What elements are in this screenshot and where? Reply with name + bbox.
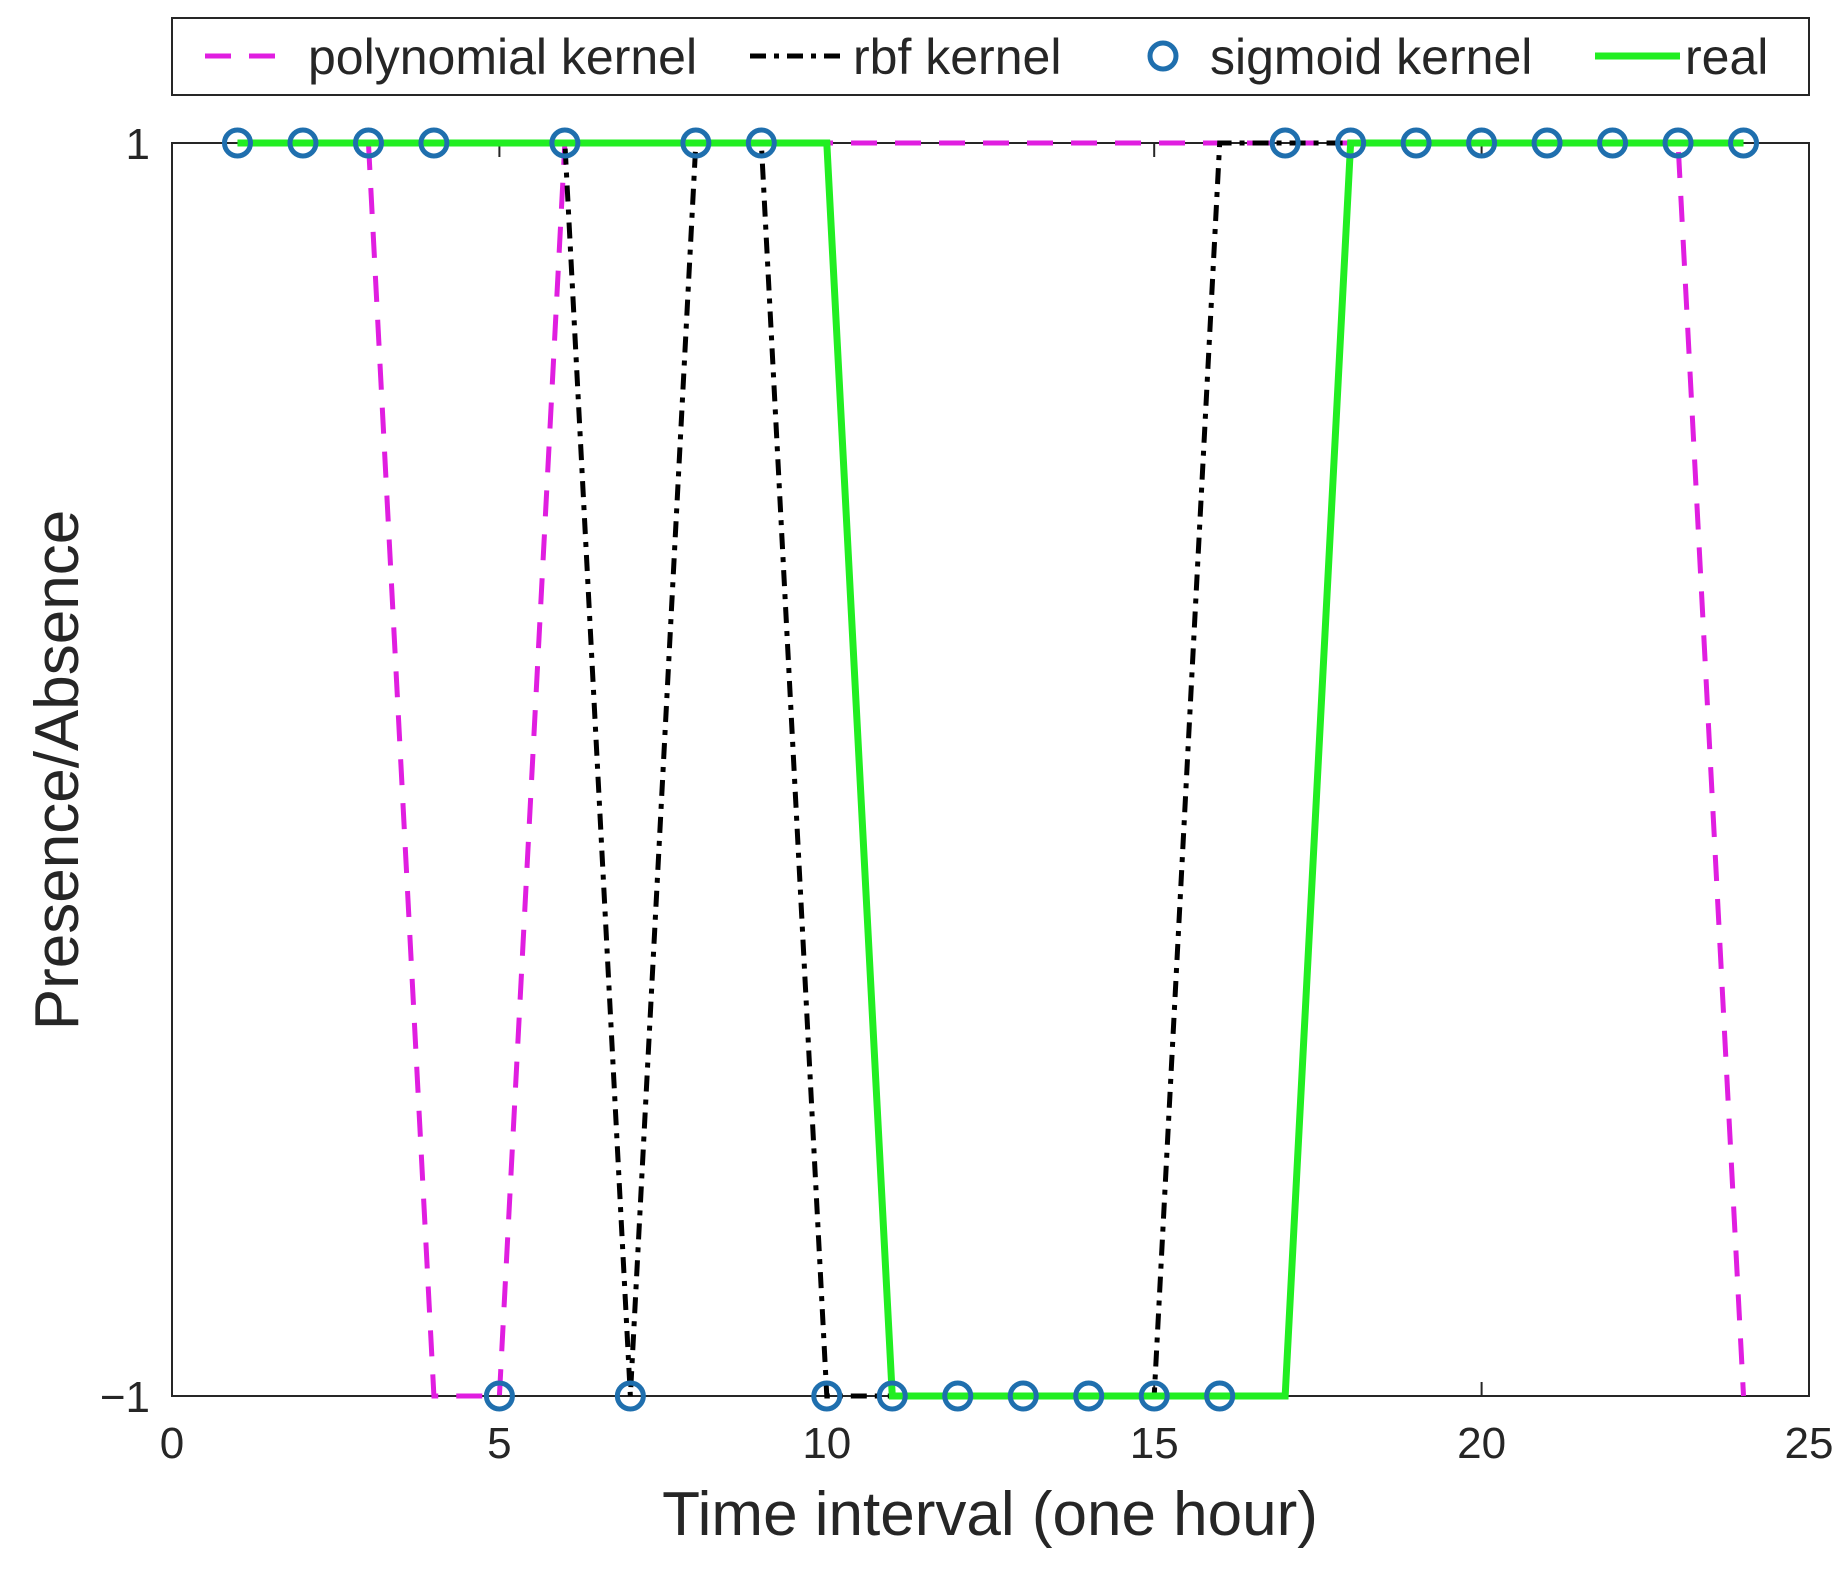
- x-tick-label: 0: [160, 1419, 184, 1468]
- sigmoid-point: [680, 127, 712, 159]
- sigmoid-point: [811, 1380, 843, 1412]
- sigmoid-point: [1400, 127, 1432, 159]
- legend-box: [171, 17, 1810, 96]
- x-tick-label: 5: [487, 1419, 511, 1468]
- sigmoid-point: [614, 1380, 646, 1412]
- plot-area: [171, 127, 1810, 1412]
- legend-swatch: [1147, 40, 1179, 72]
- y-axis-label: Presence/Absence: [23, 510, 92, 1030]
- sigmoid-point: [1597, 127, 1629, 159]
- legend-label: sigmoid kernel: [1210, 29, 1532, 85]
- sigmoid-point: [287, 127, 319, 159]
- plot-frame: [171, 142, 1810, 1397]
- series-sigmoid-kernel: [221, 127, 1760, 1412]
- y-tick-labels: −1 1: [100, 120, 150, 1422]
- sigmoid-point: [1204, 1380, 1236, 1412]
- sigmoid-point: [1728, 127, 1760, 159]
- sigmoid-point: [1269, 127, 1301, 159]
- legend-label: rbf kernel: [853, 29, 1061, 85]
- sigmoid-point: [1138, 1380, 1170, 1412]
- legend-item: sigmoid kernel: [1147, 29, 1532, 85]
- sigmoid-point: [549, 127, 581, 159]
- sigmoid-point: [942, 1380, 974, 1412]
- y-tick-label: −1: [100, 1373, 150, 1422]
- legend-item: rbf kernel: [750, 29, 1061, 85]
- sigmoid-point: [1466, 127, 1498, 159]
- x-axis-label: Time interval (one hour): [662, 1480, 1318, 1549]
- legend-label: polynomial kernel: [308, 29, 697, 85]
- x-tick-label: 10: [802, 1419, 851, 1468]
- legend-label: real: [1685, 29, 1768, 85]
- sigmoid-point: [1073, 1380, 1105, 1412]
- sigmoid-point: [1007, 1380, 1039, 1412]
- x-tick-labels: 0 5 10 15 20 25: [160, 1419, 1834, 1468]
- legend: polynomial kernel rbf kernel sigmoid kerne…: [171, 17, 1810, 96]
- legend-item: polynomial kernel: [205, 29, 697, 85]
- sigmoid-point: [1335, 127, 1367, 159]
- x-tick-label: 15: [1130, 1419, 1179, 1468]
- sigmoid-point: [418, 127, 450, 159]
- sigmoid-point: [221, 127, 253, 159]
- sigmoid-point: [876, 1380, 908, 1412]
- sigmoid-point: [1531, 127, 1563, 159]
- series-layer: [221, 127, 1760, 1412]
- x-tick-label: 20: [1457, 1419, 1506, 1468]
- sigmoid-point: [352, 127, 384, 159]
- sigmoid-point: [483, 1380, 515, 1412]
- y-tick-label: 1: [126, 120, 150, 169]
- sigmoid-point: [1662, 127, 1694, 159]
- x-tick-label: 25: [1785, 1419, 1834, 1468]
- legend-item: real: [1595, 29, 1768, 85]
- sigmoid-point: [745, 127, 777, 159]
